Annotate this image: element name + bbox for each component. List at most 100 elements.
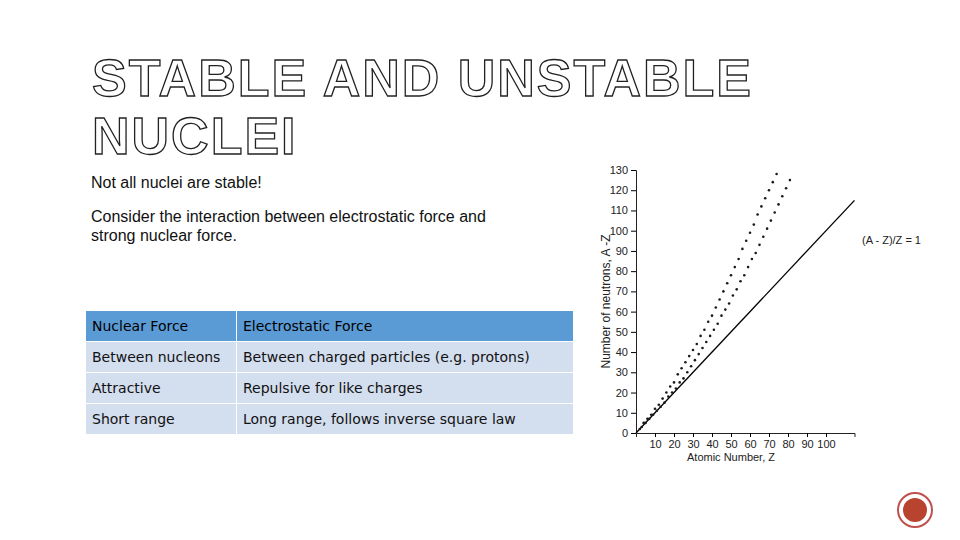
y-tick: 30 bbox=[616, 366, 636, 378]
y-tick-mark bbox=[631, 251, 636, 252]
table-row: Short rangeLong range, follows inverse s… bbox=[86, 404, 574, 435]
y-tick-mark bbox=[631, 210, 636, 211]
data-point bbox=[756, 213, 759, 216]
data-point bbox=[734, 266, 737, 269]
table-row: AttractiveRepulsive for like charges bbox=[86, 373, 574, 404]
x-tick-label: 100 bbox=[817, 438, 835, 450]
data-point bbox=[747, 266, 750, 269]
y-tick-mark bbox=[631, 413, 636, 414]
data-point bbox=[718, 298, 721, 301]
data-point bbox=[686, 371, 689, 374]
x-axis-line bbox=[637, 434, 856, 438]
table-cell: Between charged particles (e.g. protons) bbox=[237, 342, 574, 373]
x-tick: 30 bbox=[687, 433, 699, 450]
data-point bbox=[715, 306, 718, 309]
y-tick-label: 90 bbox=[616, 245, 628, 257]
y-tick-label: 30 bbox=[616, 366, 628, 378]
data-point bbox=[724, 308, 727, 311]
y-tick-label: 120 bbox=[610, 184, 628, 196]
y-tick: 60 bbox=[616, 306, 636, 318]
table-cell: Repulsive for like charges bbox=[237, 373, 574, 404]
y-tick: 90 bbox=[616, 245, 636, 257]
y-tick-label: 80 bbox=[616, 265, 628, 277]
table-row: Between nucleonsBetween charged particle… bbox=[86, 342, 574, 373]
data-point bbox=[678, 381, 681, 384]
data-point bbox=[766, 227, 769, 230]
x-tick: 70 bbox=[763, 433, 775, 450]
x-tick-label: 40 bbox=[706, 438, 718, 450]
x-tick-mark bbox=[750, 433, 751, 437]
y-tick-label: 10 bbox=[616, 407, 628, 419]
x-tick: 100 bbox=[817, 433, 835, 450]
y-axis: 0102030405060708090100110120130 bbox=[610, 164, 637, 439]
y-tick-label: 20 bbox=[616, 387, 628, 399]
data-point bbox=[692, 349, 695, 352]
y-axis-line bbox=[631, 171, 637, 434]
data-point bbox=[673, 381, 676, 384]
header-row: Nuclear ForceElectrostatic Force bbox=[86, 311, 574, 342]
y-tick-label: 50 bbox=[616, 326, 628, 338]
data-point bbox=[677, 373, 680, 376]
table-cell: Short range bbox=[86, 404, 237, 435]
data-point bbox=[699, 335, 702, 338]
data-point bbox=[694, 359, 697, 362]
y-tick-label: 0 bbox=[622, 427, 628, 439]
y-tick: 70 bbox=[616, 285, 636, 297]
data-point bbox=[785, 187, 788, 190]
data-point bbox=[663, 401, 666, 404]
y-tick-mark bbox=[631, 352, 636, 353]
x-axis-title: Atomic Number, Z bbox=[687, 451, 775, 463]
x-tick-label: 20 bbox=[668, 438, 680, 450]
data-point bbox=[690, 365, 693, 368]
data-point bbox=[775, 173, 778, 176]
data-point bbox=[735, 288, 738, 291]
data-point bbox=[730, 274, 733, 277]
data-point bbox=[743, 274, 746, 277]
x-tick: 80 bbox=[782, 433, 794, 450]
data-point bbox=[671, 391, 674, 394]
x-tick: 10 bbox=[649, 433, 661, 450]
y-tick-mark bbox=[631, 231, 636, 232]
data-point bbox=[728, 302, 731, 305]
paragraph: Not all nuclei are stable! bbox=[91, 173, 511, 192]
data-point bbox=[751, 258, 754, 261]
x-tick-label: 30 bbox=[687, 438, 699, 450]
x-tick-mark bbox=[788, 433, 789, 437]
badge-fill bbox=[903, 498, 927, 522]
table-cell: Between nucleons bbox=[86, 342, 237, 373]
title: STABLE AND UNSTABLE bbox=[92, 50, 753, 107]
y-tick-mark bbox=[631, 312, 636, 313]
x-tick: 20 bbox=[668, 433, 680, 450]
data-point bbox=[656, 409, 659, 412]
y-tick-mark bbox=[631, 393, 636, 394]
data-point bbox=[639, 428, 642, 431]
y-tick-label: 40 bbox=[616, 346, 628, 358]
x-axis: 102030405060708090100 bbox=[637, 433, 856, 450]
data-point bbox=[675, 387, 678, 390]
data-point bbox=[711, 314, 714, 317]
x-tick-mark bbox=[807, 433, 808, 437]
data-point bbox=[754, 252, 757, 255]
data-point bbox=[768, 189, 771, 192]
paragraph: Consider the interaction between electro… bbox=[91, 207, 511, 245]
data-point bbox=[773, 211, 776, 214]
title: NUCLEI bbox=[92, 107, 298, 165]
y-tick-label: 130 bbox=[610, 164, 628, 176]
y-tick-mark bbox=[631, 291, 636, 292]
data-point bbox=[716, 322, 719, 325]
data-point bbox=[777, 203, 780, 206]
header-cell: Electrostatic Force bbox=[237, 311, 574, 342]
data-point bbox=[658, 403, 661, 406]
y-tick: 120 bbox=[610, 184, 636, 196]
data-point bbox=[713, 329, 716, 332]
x-tick-mark bbox=[712, 433, 713, 437]
x-tick-label: 10 bbox=[649, 438, 661, 450]
chart: 0102030405060708090100110120130102030405… bbox=[0, 0, 960, 540]
y-tick: 20 bbox=[616, 387, 636, 399]
y-tick-mark bbox=[631, 433, 636, 434]
y-tick-mark bbox=[631, 332, 636, 333]
data-point bbox=[682, 377, 685, 380]
y-tick: 50 bbox=[616, 326, 636, 338]
y-tick-mark bbox=[631, 170, 636, 171]
data-point bbox=[652, 413, 655, 416]
